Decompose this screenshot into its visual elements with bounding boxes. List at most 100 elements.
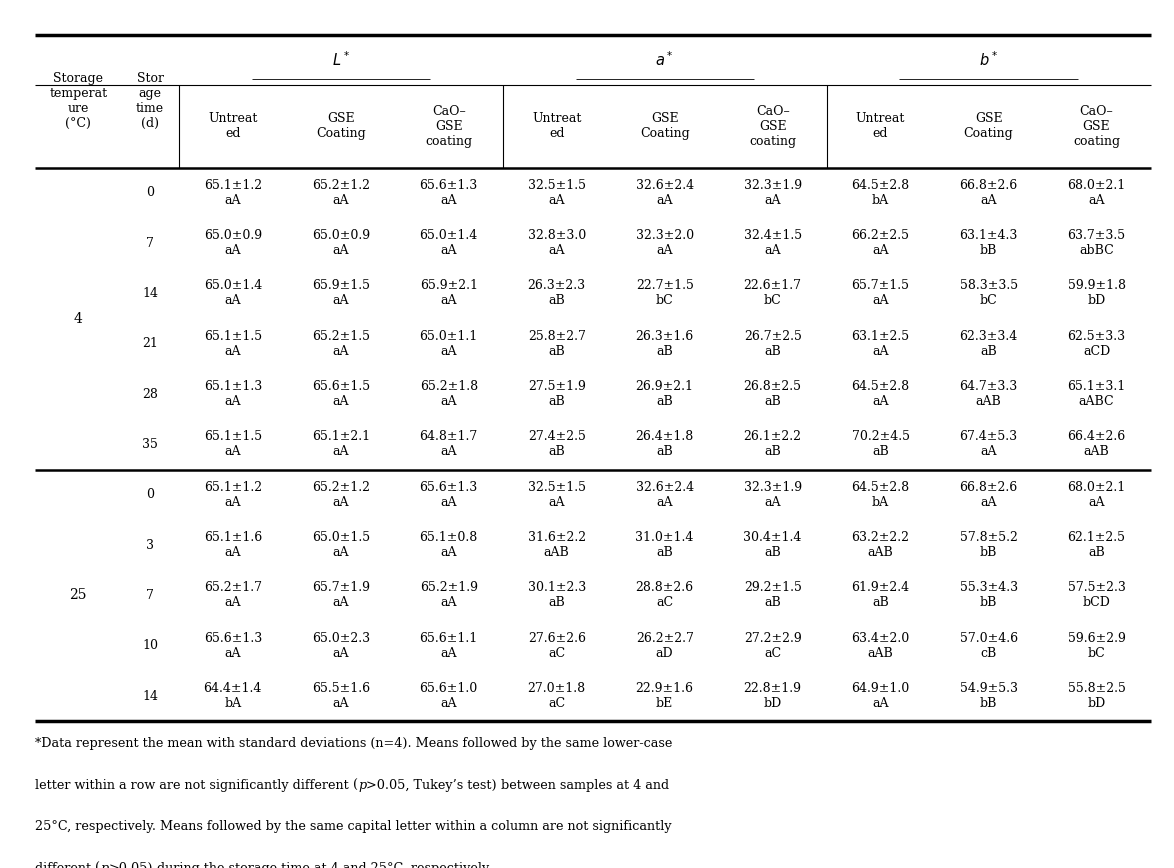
Text: CaO–
GSE
coating: CaO– GSE coating (1073, 105, 1120, 148)
Text: 32.6±2.4
aA: 32.6±2.4 aA (635, 481, 694, 509)
Text: 62.3±3.4
aB: 62.3±3.4 aB (959, 330, 1018, 358)
Text: 21: 21 (142, 338, 158, 350)
Text: letter within a row are not significantly different: letter within a row are not significantl… (35, 779, 353, 792)
Text: 66.8±2.6
aA: 66.8±2.6 aA (959, 481, 1018, 509)
Text: p: p (100, 862, 108, 868)
Text: 30.4±1.4
aB: 30.4±1.4 aB (743, 531, 802, 559)
Text: 65.0±0.9
aA: 65.0±0.9 aA (311, 229, 370, 257)
Text: 64.7±3.3
aAB: 64.7±3.3 aAB (959, 380, 1018, 408)
Text: 32.4±1.5
aA: 32.4±1.5 aA (743, 229, 802, 257)
Text: 70.2±4.5
aB: 70.2±4.5 aB (851, 431, 910, 458)
Text: 65.2±1.2
aA: 65.2±1.2 aA (312, 179, 370, 207)
Text: $b^*$: $b^*$ (979, 50, 998, 69)
Text: 26.7±2.5
aB: 26.7±2.5 aB (743, 330, 802, 358)
Text: 31.6±2.2
aAB: 31.6±2.2 aAB (527, 531, 586, 559)
Text: $a^*$: $a^*$ (655, 50, 674, 69)
Text: 59.9±1.8
bD: 59.9±1.8 bD (1067, 279, 1126, 307)
Text: 26.1±2.2
aB: 26.1±2.2 aB (743, 431, 802, 458)
Text: 3: 3 (146, 539, 154, 551)
Text: 4: 4 (74, 312, 82, 326)
Text: 65.6±1.5
aA: 65.6±1.5 aA (311, 380, 370, 408)
Text: Stor
age
time
(d): Stor age time (d) (136, 72, 164, 130)
Text: 31.0±1.4
aB: 31.0±1.4 aB (635, 531, 694, 559)
Text: 61.9±2.4
aB: 61.9±2.4 aB (851, 582, 910, 609)
Text: 32.6±2.4
aA: 32.6±2.4 aA (635, 179, 694, 207)
Text: 64.5±2.8
aA: 64.5±2.8 aA (851, 380, 910, 408)
Text: 64.5±2.8
bA: 64.5±2.8 bA (851, 179, 910, 207)
Text: 66.8±2.6
aA: 66.8±2.6 aA (959, 179, 1018, 207)
Text: 28.8±2.6
aC: 28.8±2.6 aC (635, 582, 694, 609)
Text: 65.6±1.1
aA: 65.6±1.1 aA (419, 632, 478, 660)
Text: 0: 0 (146, 187, 154, 199)
Text: 55.3±4.3
bB: 55.3±4.3 bB (959, 582, 1018, 609)
Text: 55.8±2.5
bD: 55.8±2.5 bD (1067, 682, 1126, 710)
Text: GSE
Coating: GSE Coating (640, 112, 689, 141)
Text: 7: 7 (146, 589, 154, 602)
Text: 63.2±2.2
aAB: 63.2±2.2 aAB (851, 531, 910, 559)
Text: 32.3±1.9
aA: 32.3±1.9 aA (743, 179, 802, 207)
Text: 68.0±2.1
aA: 68.0±2.1 aA (1067, 179, 1126, 207)
Text: 22.9±1.6
bE: 22.9±1.6 bE (635, 682, 694, 710)
Text: 26.3±2.3
aB: 26.3±2.3 aB (527, 279, 586, 307)
Text: 64.8±1.7
aA: 64.8±1.7 aA (419, 431, 478, 458)
Text: 65.1±1.5
aA: 65.1±1.5 aA (204, 431, 262, 458)
Text: 65.0±1.1
aA: 65.0±1.1 aA (419, 330, 478, 358)
Text: 65.2±1.7
aA: 65.2±1.7 aA (204, 582, 262, 609)
Text: 64.4±1.4
bA: 64.4±1.4 bA (203, 682, 262, 710)
Text: >0.05): >0.05) (108, 862, 153, 868)
Text: 65.6±1.3
aA: 65.6±1.3 aA (419, 481, 478, 509)
Text: 25°C, respectively. Means followed by the same capital letter within a column ar: 25°C, respectively. Means followed by th… (35, 820, 672, 833)
Text: 65.0±1.5
aA: 65.0±1.5 aA (311, 531, 370, 559)
Text: Storage
temperat
ure
(°C): Storage temperat ure (°C) (49, 72, 107, 130)
Text: 54.9±5.3
bB: 54.9±5.3 bB (959, 682, 1018, 710)
Text: 30.1±2.3
aB: 30.1±2.3 aB (527, 582, 586, 609)
Text: *Data represent the mean with standard deviations (n=4). Means followed by the s: *Data represent the mean with standard d… (35, 737, 673, 750)
Text: 25: 25 (69, 589, 87, 602)
Text: 0: 0 (146, 489, 154, 501)
Text: 14: 14 (142, 287, 158, 299)
Text: 66.2±2.5
aA: 66.2±2.5 aA (851, 229, 910, 257)
Text: 65.0±0.9
aA: 65.0±0.9 aA (204, 229, 262, 257)
Text: 27.6±2.6
aC: 27.6±2.6 aC (527, 632, 586, 660)
Text: 26.8±2.5
aB: 26.8±2.5 aB (743, 380, 802, 408)
Text: 65.2±1.5
aA: 65.2±1.5 aA (312, 330, 370, 358)
Text: 32.5±1.5
aA: 32.5±1.5 aA (527, 481, 586, 509)
Text: $L^*$: $L^*$ (332, 50, 350, 69)
Text: 65.5±1.6
aA: 65.5±1.6 aA (311, 682, 370, 710)
Text: 63.1±4.3
bB: 63.1±4.3 bB (959, 229, 1018, 257)
Text: 65.1±1.3
aA: 65.1±1.3 aA (203, 380, 262, 408)
Text: 7: 7 (146, 237, 154, 249)
Text: 32.3±2.0
aA: 32.3±2.0 aA (635, 229, 694, 257)
Text: 29.2±1.5
aB: 29.2±1.5 aB (743, 582, 802, 609)
Text: 27.2±2.9
aC: 27.2±2.9 aC (744, 632, 802, 660)
Text: GSE
Coating: GSE Coating (964, 112, 1013, 141)
Text: 65.6±1.3
aA: 65.6±1.3 aA (203, 632, 262, 660)
Text: 64.9±1.0
aA: 64.9±1.0 aA (851, 682, 910, 710)
Text: 57.0±4.6
cB: 57.0±4.6 cB (959, 632, 1018, 660)
Text: 26.2±2.7
aD: 26.2±2.7 aD (635, 632, 694, 660)
Text: 63.1±2.5
aA: 63.1±2.5 aA (851, 330, 910, 358)
Text: 62.5±3.3
aCD: 62.5±3.3 aCD (1067, 330, 1126, 358)
Text: 32.8±3.0
aA: 32.8±3.0 aA (527, 229, 586, 257)
Text: 65.7±1.5
aA: 65.7±1.5 aA (851, 279, 910, 307)
Text: p: p (358, 779, 366, 792)
Text: 65.0±1.4
aA: 65.0±1.4 aA (203, 279, 262, 307)
Text: 28: 28 (142, 388, 158, 400)
Text: 65.1±3.1
aABC: 65.1±3.1 aABC (1067, 380, 1126, 408)
Text: (: ( (353, 779, 358, 792)
Text: >0.05, Tukey’s test): >0.05, Tukey’s test) (366, 779, 497, 792)
Text: 65.1±1.6
aA: 65.1±1.6 aA (203, 531, 262, 559)
Text: 65.6±1.3
aA: 65.6±1.3 aA (419, 179, 478, 207)
Text: 22.7±1.5
bC: 22.7±1.5 bC (635, 279, 694, 307)
Text: 65.0±2.3
aA: 65.0±2.3 aA (311, 632, 370, 660)
Text: 32.5±1.5
aA: 32.5±1.5 aA (527, 179, 586, 207)
Text: Untreat
ed: Untreat ed (532, 112, 581, 141)
Text: between samples at 4 and: between samples at 4 and (497, 779, 669, 792)
Text: during the storage time at 4 and 25°C, respectively.: during the storage time at 4 and 25°C, r… (153, 862, 492, 868)
Text: 26.4±1.8
aB: 26.4±1.8 aB (635, 431, 694, 458)
Text: 65.9±1.5
aA: 65.9±1.5 aA (312, 279, 370, 307)
Text: 32.3±1.9
aA: 32.3±1.9 aA (743, 481, 802, 509)
Text: 57.8±5.2
bB: 57.8±5.2 bB (959, 531, 1018, 559)
Text: 65.2±1.9
aA: 65.2±1.9 aA (420, 582, 478, 609)
Text: 65.6±1.0
aA: 65.6±1.0 aA (419, 682, 478, 710)
